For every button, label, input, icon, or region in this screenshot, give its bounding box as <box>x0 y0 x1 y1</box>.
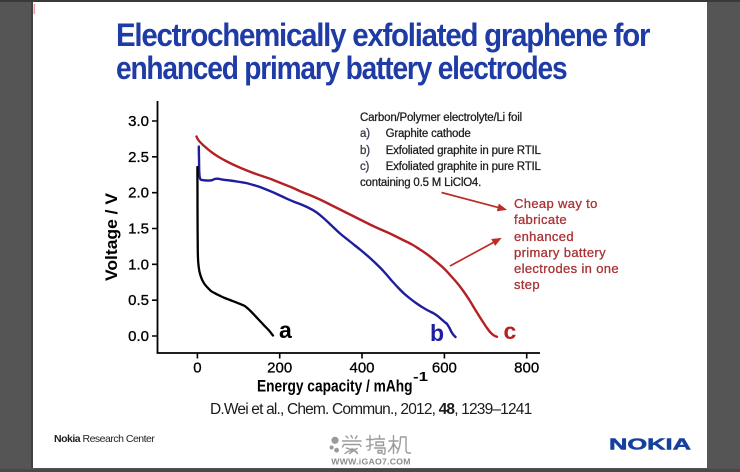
svg-text:400: 400 <box>349 360 374 377</box>
svg-text:-1: -1 <box>413 370 428 384</box>
svg-text:2.5: 2.5 <box>128 149 149 166</box>
svg-text:Voltage / V: Voltage / V <box>102 192 121 281</box>
svg-text:0: 0 <box>193 360 201 377</box>
svg-text:Energy capacity / mAhg: Energy capacity / mAhg <box>257 378 413 396</box>
svg-text:a: a <box>279 317 292 343</box>
svg-text:WWW.iGAO7.COM: WWW.iGAO7.COM <box>331 457 411 467</box>
svg-text:200: 200 <box>267 360 292 377</box>
svg-text:0.5: 0.5 <box>128 292 149 309</box>
svg-text:600: 600 <box>432 360 457 377</box>
svg-text:3.0: 3.0 <box>128 113 149 130</box>
svg-text:b: b <box>430 320 444 346</box>
svg-text:0.0: 0.0 <box>128 328 149 345</box>
svg-text:800: 800 <box>514 360 539 377</box>
svg-text:1.5: 1.5 <box>128 221 149 238</box>
svg-text:c: c <box>504 318 517 344</box>
svg-text:2.0: 2.0 <box>128 185 149 202</box>
svg-text:1.0: 1.0 <box>128 256 149 273</box>
svg-text:NOKIA: NOKIA <box>609 436 691 453</box>
